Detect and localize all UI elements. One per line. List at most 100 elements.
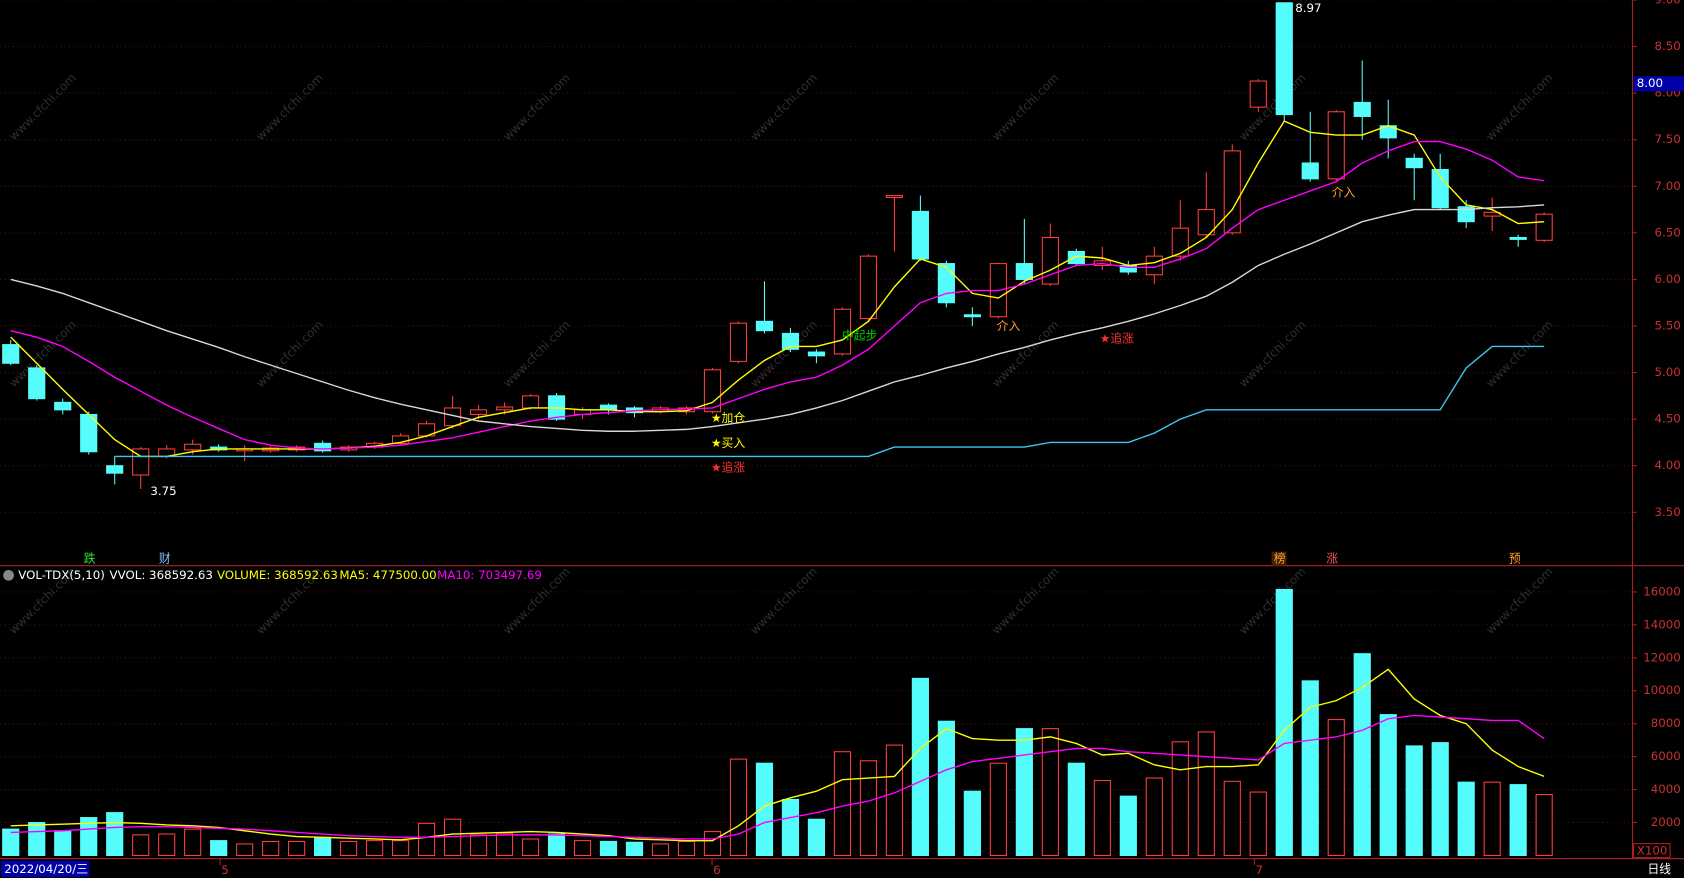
volume-bar: [210, 840, 228, 856]
volume-bar: [625, 841, 644, 856]
candle-body: [184, 443, 202, 451]
volume-bar: [1379, 714, 1397, 856]
unit-label: X100: [1637, 844, 1668, 858]
volume-bar: [184, 828, 202, 856]
line: [10, 140, 1545, 450]
candle-body: [1067, 250, 1085, 265]
volume-bar: [158, 833, 176, 856]
candle-body: [1509, 236, 1527, 240]
volume-bar: [1405, 745, 1423, 856]
y-tick-label: 10000: [1643, 683, 1681, 697]
volume-bar: [937, 720, 955, 856]
candle-body: [1405, 157, 1423, 169]
y-tick-label: 14000: [1643, 617, 1681, 631]
volume-bar: [1353, 653, 1371, 856]
volume-bar: [989, 762, 1007, 856]
y-tick-label: 6.50: [1654, 225, 1680, 239]
volume-bar: [340, 840, 358, 856]
y-tick-label: 6000: [1651, 749, 1681, 763]
volume-bar: [1093, 779, 1111, 856]
candle-body: [1197, 209, 1215, 236]
marks: [2, 2, 1553, 856]
volume-bar: [1275, 588, 1293, 856]
y-tick-label: 4000: [1651, 782, 1681, 796]
candle-body: [132, 448, 150, 476]
annotation: 介入: [1332, 186, 1356, 200]
y-tick-label: 16000: [1643, 584, 1681, 598]
volume-bar: [469, 834, 488, 856]
candle-body: [599, 404, 618, 411]
y-tick-label: 7.00: [1654, 179, 1680, 193]
annotation: ★追涨: [711, 460, 745, 474]
volume-bar: [392, 840, 410, 856]
volume-bar: [366, 840, 384, 856]
candle-body: [28, 367, 46, 400]
volume-bar: [1145, 777, 1163, 856]
candle-body: [807, 351, 826, 357]
candle-body: [885, 195, 904, 198]
x-label: 5: [221, 863, 229, 877]
volume-bar: [547, 833, 566, 856]
line: [10, 714, 1545, 840]
candle-body: [54, 401, 72, 411]
x-label: 6: [713, 863, 721, 877]
x-label: 7: [1255, 863, 1263, 877]
volume-bar: [1483, 781, 1501, 856]
date-label: 2022/04/20/三: [4, 862, 88, 876]
price-box-label: 8.00: [1637, 76, 1663, 90]
volume-bar: [2, 828, 20, 856]
volume-bar: [132, 834, 150, 856]
candle-body: [1457, 206, 1475, 223]
line: [114, 345, 1545, 458]
annotation: ★买入: [711, 436, 745, 450]
y-tick-label: 9.00: [1654, 0, 1680, 6]
candle-body: [314, 442, 332, 452]
legend-icon[interactable]: [3, 569, 14, 581]
y-tick-label: 12000: [1643, 650, 1681, 664]
line: [10, 668, 1545, 842]
y-tick-label: 2000: [1651, 815, 1681, 829]
candle-body: [392, 435, 410, 444]
legend-text: VOL-TDX(5,10): [18, 568, 105, 582]
volume-bar: [1327, 719, 1345, 856]
volume-bar: [1119, 795, 1137, 856]
legend-text: MA10: 703497.69: [437, 568, 542, 582]
candle-body: [1327, 111, 1345, 180]
candle-body: [1275, 2, 1293, 116]
y-tick-label: 7.50: [1654, 132, 1680, 146]
candle-body: [2, 344, 20, 364]
candle-body: [1249, 80, 1267, 108]
candle-body: [495, 406, 514, 411]
volume-bar: [417, 822, 436, 856]
volume-bar: [859, 760, 878, 856]
volume-bar: [1431, 742, 1449, 856]
volume-bar: [755, 762, 774, 856]
signal: 预: [1509, 552, 1521, 566]
volume-bar: [573, 840, 592, 856]
unit-box: [1632, 843, 1671, 859]
candle-body: [1015, 263, 1033, 280]
candle-body: [521, 395, 540, 409]
candle-body: [833, 308, 852, 355]
volume-bar: [106, 812, 124, 856]
signal-box: [1271, 551, 1287, 566]
candle-body: [1535, 213, 1553, 241]
candle-body: [1301, 162, 1319, 180]
volume-bar: [911, 677, 929, 856]
volume-bar: [807, 818, 826, 856]
candle-body: [1223, 150, 1241, 234]
annotation: ★加仓: [711, 411, 745, 425]
y-tick-label: 3.50: [1654, 505, 1680, 519]
volume-bar: [521, 838, 540, 856]
signal: 跌: [84, 552, 96, 566]
legend-text: MA5: 477500.00: [339, 568, 436, 582]
y-tick-label: 8000: [1651, 716, 1681, 730]
candle-body: [911, 210, 929, 260]
signal: 榜: [1274, 552, 1286, 566]
line: [10, 204, 1545, 432]
volume-bar: [599, 840, 618, 856]
volume-bar: [28, 821, 46, 856]
